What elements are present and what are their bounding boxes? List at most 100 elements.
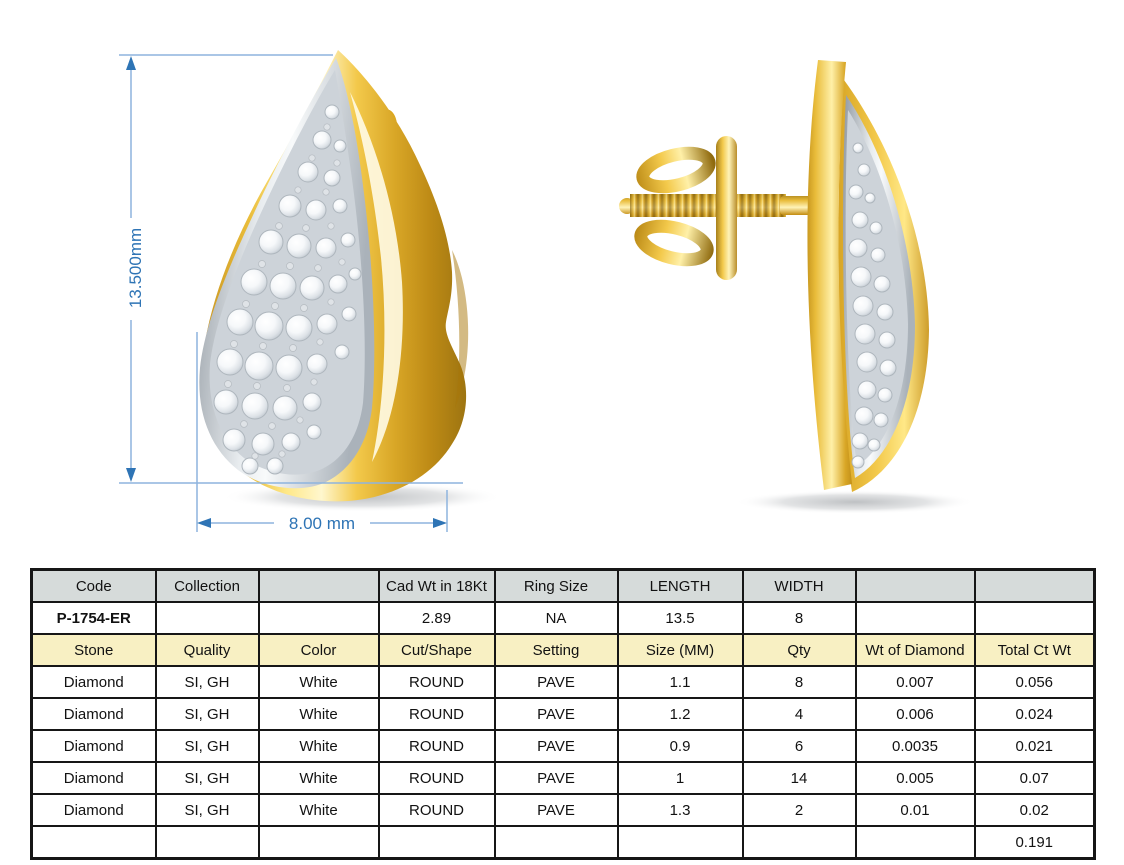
cell-wt-of-diamond: 0.007 <box>854 665 976 699</box>
butterfly-screw-back <box>634 136 737 280</box>
cell-ring-size: NA <box>493 601 619 635</box>
cell-quality: SI, GH <box>154 761 260 795</box>
cell-total-ct-wt: 0.07 <box>973 761 1096 795</box>
table-header-row: Code Collection Cad Wt in 18Kt Ring Size… <box>30 568 1096 603</box>
cell-blank <box>616 825 744 860</box>
stone-row: Diamond SI, GH White ROUND PAVE 1.3 2 0.… <box>30 793 1096 827</box>
product-row: P-1754-ER 2.89 NA 13.5 8 <box>30 601 1096 635</box>
col-header-stone: Stone <box>30 633 157 667</box>
cell-qty: 2 <box>741 793 857 827</box>
col-header-blank2 <box>854 568 976 603</box>
cell-cad-wt: 2.89 <box>377 601 496 635</box>
col-header-blank1 <box>257 568 380 603</box>
cell-blank <box>854 825 976 860</box>
col-header-setting: Setting <box>493 633 619 667</box>
earring-side-view-render <box>619 60 975 514</box>
cell-blank <box>854 601 976 635</box>
col-header-length: LENGTH <box>616 568 744 603</box>
cell-qty: 14 <box>741 761 857 795</box>
cell-setting: PAVE <box>493 729 619 763</box>
width-dimension-annotation: 8.00 mm <box>196 332 448 533</box>
stone-row: Diamond SI, GH White ROUND PAVE 1.1 8 0.… <box>30 665 1096 699</box>
cell-product-code: P-1754-ER <box>30 601 157 635</box>
cell-setting: PAVE <box>493 665 619 699</box>
cell-stone: Diamond <box>30 761 157 795</box>
cell-size-mm: 0.9 <box>616 729 744 763</box>
cell-size-mm: 1.2 <box>616 697 744 731</box>
col-header-color: Color <box>257 633 380 667</box>
cell-quality: SI, GH <box>154 697 260 731</box>
cell-size-mm: 1 <box>616 761 744 795</box>
cell-total-ct-wt: 0.02 <box>973 793 1096 827</box>
stone-row: Diamond SI, GH White ROUND PAVE 1 14 0.0… <box>30 761 1096 795</box>
cell-blank <box>973 601 1096 635</box>
col-header-code: Code <box>30 568 157 603</box>
cell-wt-of-diamond: 0.01 <box>854 793 976 827</box>
cell-width: 8 <box>741 601 857 635</box>
col-header-ring-size: Ring Size <box>493 568 619 603</box>
height-dimension-label: 13.500mm <box>126 228 145 308</box>
cell-cut-shape: ROUND <box>377 665 496 699</box>
cell-cut-shape: ROUND <box>377 729 496 763</box>
cell-wt-of-diamond: 0.0035 <box>854 729 976 763</box>
cell-stone: Diamond <box>30 793 157 827</box>
cell-total-ct-wt: 0.021 <box>973 729 1096 763</box>
col-header-cut-shape: Cut/Shape <box>377 633 496 667</box>
cell-blank <box>154 825 260 860</box>
cell-color: White <box>257 793 380 827</box>
stone-row: Diamond SI, GH White ROUND PAVE 1.2 4 0.… <box>30 697 1096 731</box>
cell-size-mm: 1.3 <box>616 793 744 827</box>
col-header-qty: Qty <box>741 633 857 667</box>
cell-qty: 6 <box>741 729 857 763</box>
cell-stone: Diamond <box>30 665 157 699</box>
cell-stone: Diamond <box>30 729 157 763</box>
col-header-width: WIDTH <box>741 568 857 603</box>
cell-color: White <box>257 665 380 699</box>
cell-collection <box>154 601 260 635</box>
cell-setting: PAVE <box>493 761 619 795</box>
cell-quality: SI, GH <box>154 793 260 827</box>
earring-technical-drawing: 13.500mm 8.00 mm <box>119 50 975 533</box>
height-dimension-annotation: 13.500mm <box>119 54 463 484</box>
cell-qty: 4 <box>741 697 857 731</box>
side-shadow <box>735 490 975 514</box>
cell-blank <box>257 601 380 635</box>
col-header-collection: Collection <box>154 568 260 603</box>
stone-row: Diamond SI, GH White ROUND PAVE 0.9 6 0.… <box>30 729 1096 763</box>
stone-header-row: Stone Quality Color Cut/Shape Setting Si… <box>30 633 1096 667</box>
cell-size-mm: 1.1 <box>616 665 744 699</box>
cell-qty: 8 <box>741 665 857 699</box>
col-header-total-ct-wt: Total Ct Wt <box>973 633 1096 667</box>
cell-color: White <box>257 697 380 731</box>
cell-setting: PAVE <box>493 793 619 827</box>
cell-grand-total-ct-wt: 0.191 <box>973 825 1096 860</box>
cell-setting: PAVE <box>493 697 619 731</box>
col-header-blank3 <box>973 568 1096 603</box>
cell-length: 13.5 <box>616 601 744 635</box>
spec-table: Code Collection Cad Wt in 18Kt Ring Size… <box>30 568 1096 860</box>
cell-quality: SI, GH <box>154 665 260 699</box>
col-header-wt-of-diamond: Wt of Diamond <box>854 633 976 667</box>
cell-blank <box>30 825 157 860</box>
cell-total-ct-wt: 0.056 <box>973 665 1096 699</box>
cell-quality: SI, GH <box>154 729 260 763</box>
cell-wt-of-diamond: 0.005 <box>854 761 976 795</box>
col-header-cad-wt: Cad Wt in 18Kt <box>377 568 496 603</box>
side-gold-strip <box>807 60 852 490</box>
col-header-quality: Quality <box>154 633 260 667</box>
cell-blank <box>741 825 857 860</box>
cell-blank <box>257 825 380 860</box>
cell-cut-shape: ROUND <box>377 793 496 827</box>
cell-blank <box>377 825 496 860</box>
front-pave-cluster <box>199 58 375 489</box>
cell-color: White <box>257 761 380 795</box>
cell-total-ct-wt: 0.024 <box>973 697 1096 731</box>
cell-stone: Diamond <box>30 697 157 731</box>
cell-color: White <box>257 729 380 763</box>
cell-blank <box>493 825 619 860</box>
cell-wt-of-diamond: 0.006 <box>854 697 976 731</box>
cell-cut-shape: ROUND <box>377 761 496 795</box>
cell-cut-shape: ROUND <box>377 697 496 731</box>
total-row: 0.191 <box>30 825 1096 860</box>
